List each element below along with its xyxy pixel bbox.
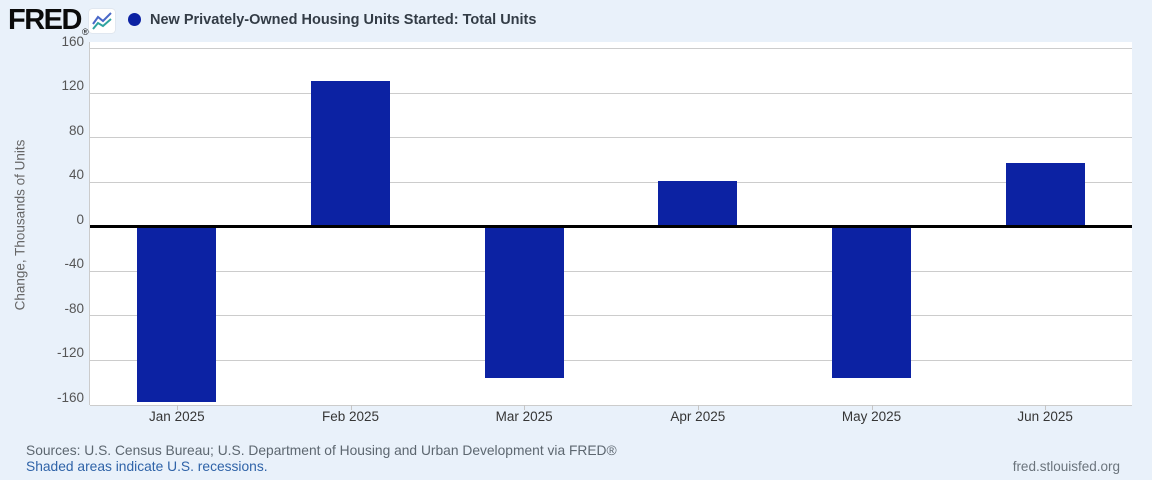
- x-tick-label: Jun 2025: [1017, 409, 1073, 424]
- y-tick-label: 120: [61, 78, 84, 94]
- registered-trademark: ®: [81, 27, 89, 37]
- zero-axis-line: [90, 225, 1132, 229]
- x-tick-label: Jan 2025: [149, 409, 205, 424]
- fred-logo: FRED®: [8, 4, 89, 37]
- x-tick: [697, 405, 699, 410]
- y-gridline: [90, 48, 1132, 50]
- recessions-link[interactable]: Shaded areas indicate U.S. recessions.: [26, 459, 268, 474]
- bar-jun-2025[interactable]: [1005, 163, 1085, 227]
- x-tick-label: Apr 2025: [670, 409, 726, 424]
- x-tick: [176, 405, 178, 410]
- y-axis-line: [89, 42, 90, 405]
- x-tick: [1045, 405, 1047, 410]
- y-tick-label: 160: [61, 33, 84, 49]
- x-tick-label: Mar 2025: [495, 409, 553, 424]
- y-gridline: [90, 92, 1132, 94]
- fred-sparkline-icon: [89, 9, 115, 33]
- fred-logo-text: FRED: [8, 4, 82, 36]
- y-gridline: [90, 315, 1132, 317]
- fred-site-link[interactable]: fred.stlouisfed.org: [1012, 459, 1120, 474]
- x-tick: [524, 405, 526, 410]
- y-tick-label: 0: [76, 211, 84, 227]
- y-gridline: [90, 181, 1132, 183]
- y-tick-label: -120: [56, 345, 84, 361]
- bar-jan-2025[interactable]: [137, 226, 217, 402]
- y-gridline: [90, 270, 1132, 272]
- series-legend-marker: [128, 13, 141, 26]
- bar-feb-2025[interactable]: [311, 80, 390, 227]
- y-tick-label: -160: [56, 390, 84, 405]
- x-tick-label: May 2025: [841, 409, 902, 424]
- header: FRED® New Privately-Owned Housing Units …: [0, 0, 1152, 40]
- y-gridline: [90, 359, 1132, 361]
- y-tick-label: 40: [68, 167, 84, 183]
- sources-text: Sources: U.S. Census Bureau; U.S. Depart…: [26, 443, 617, 458]
- bar-mar-2025[interactable]: [484, 226, 564, 379]
- y-tick-label: -80: [64, 300, 84, 316]
- x-tick: [350, 405, 352, 410]
- x-tick: [871, 405, 873, 410]
- x-tick-label: Feb 2025: [321, 409, 380, 424]
- y-tick-label: 80: [68, 122, 84, 138]
- bar-may-2025[interactable]: [832, 226, 911, 379]
- bar-chart-plot-area: [90, 42, 1132, 405]
- y-gridline: [90, 404, 1132, 406]
- y-tick-label: -40: [64, 256, 84, 272]
- footer: Sources: U.S. Census Bureau; U.S. Depart…: [26, 443, 617, 475]
- y-gridline: [90, 137, 1132, 139]
- bar-apr-2025[interactable]: [658, 181, 738, 227]
- chart-title: New Privately-Owned Housing Units Starte…: [150, 12, 537, 28]
